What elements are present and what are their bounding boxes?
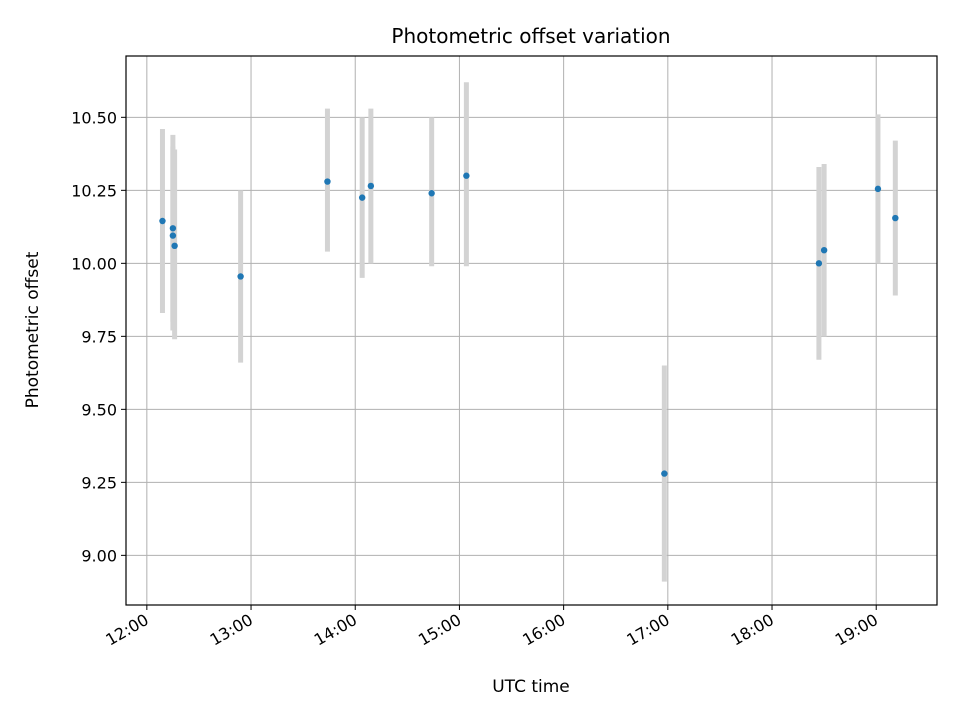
y-tick-label: 10.50 xyxy=(71,108,117,127)
y-tick-label: 9.00 xyxy=(81,546,117,565)
data-point xyxy=(171,242,178,250)
grid xyxy=(126,56,937,605)
data-point xyxy=(892,214,899,222)
data-point xyxy=(820,246,828,254)
y-tick-label: 10.25 xyxy=(71,181,117,200)
data-point xyxy=(874,185,882,193)
data-point xyxy=(358,194,366,201)
data-point xyxy=(367,182,375,190)
y-tick-label: 10.00 xyxy=(71,254,117,273)
x-axis-label: UTC time xyxy=(492,677,570,697)
data-point xyxy=(463,172,470,179)
y-tick-label: 9.75 xyxy=(81,327,117,346)
y-tick-label: 9.50 xyxy=(81,400,117,419)
data-point xyxy=(324,178,331,185)
data-point xyxy=(428,190,435,197)
y-axis-label: Photometric offset xyxy=(23,251,43,408)
data-point xyxy=(159,217,166,225)
data-point xyxy=(169,225,177,232)
chart-title: Photometric offset variation xyxy=(391,24,670,48)
y-tick-label: 9.25 xyxy=(81,473,117,492)
data-point xyxy=(661,470,668,477)
data-points xyxy=(159,172,899,477)
data-point xyxy=(815,260,823,267)
plot-area-frame xyxy=(125,55,938,606)
data-point xyxy=(237,273,244,280)
data-point xyxy=(169,232,177,239)
